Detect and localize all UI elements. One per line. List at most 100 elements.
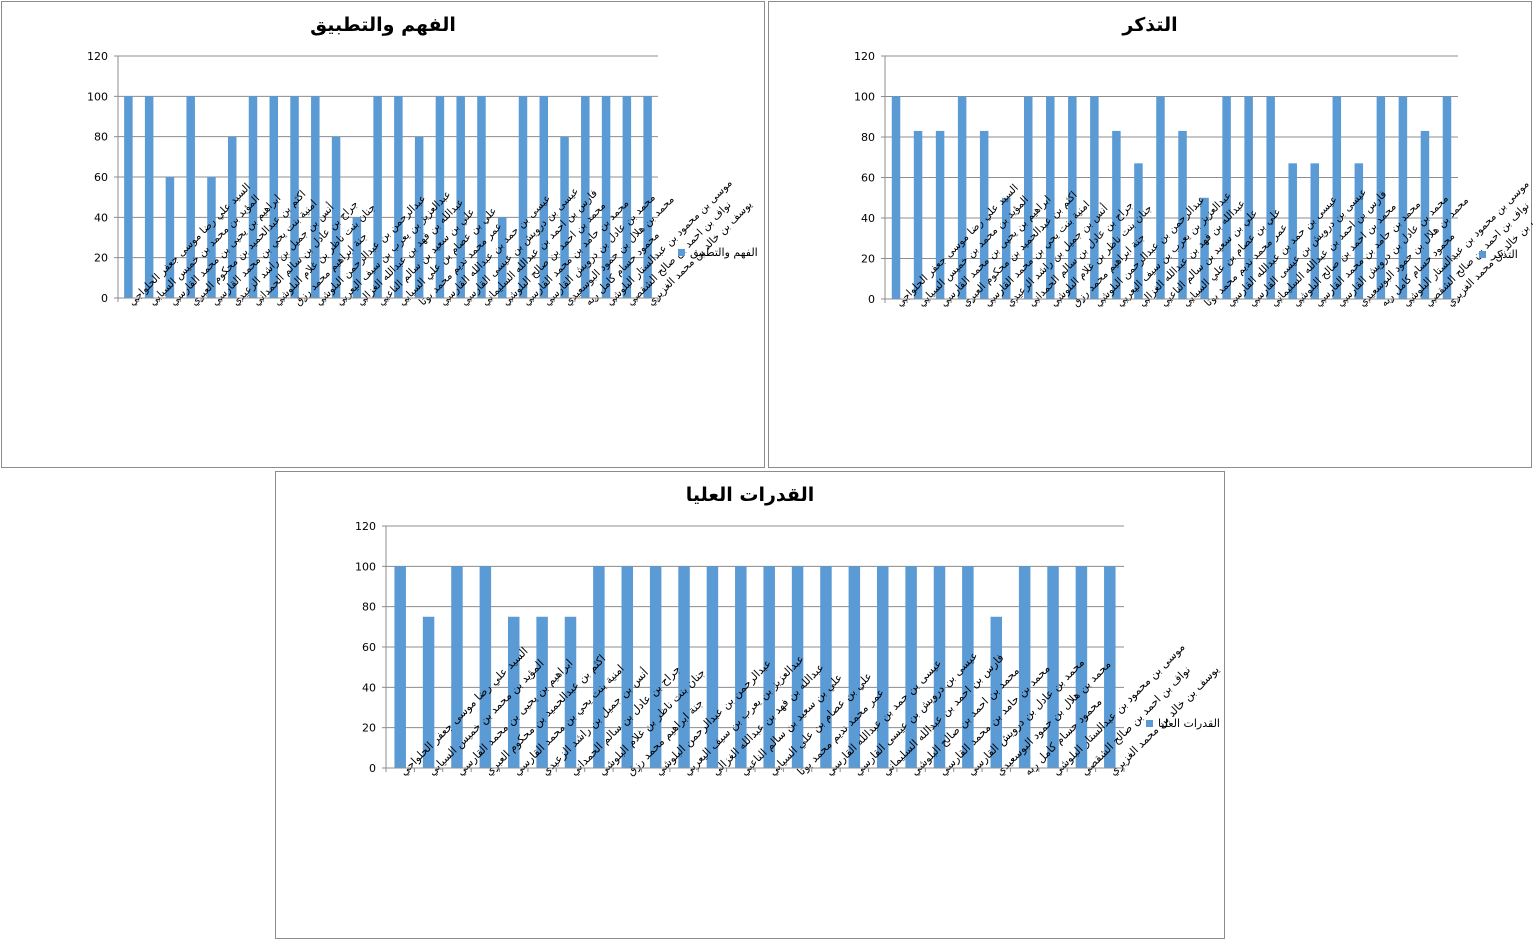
y-tick-label: 120 <box>87 50 108 63</box>
chart-panel-recall: التذكر 0 20 40 60 80 100 120 السيد علي رضا موسى… <box>768 1 1533 468</box>
legend: التذكر <box>1479 248 1518 261</box>
bar <box>1018 566 1031 768</box>
y-tick-label: 40 <box>362 681 376 694</box>
bar <box>891 96 901 299</box>
bar <box>124 96 133 298</box>
bar <box>1068 96 1077 299</box>
bar <box>536 616 548 768</box>
bar <box>497 217 507 298</box>
bar <box>876 566 889 768</box>
y-tick-label: 100 <box>355 560 376 573</box>
bar <box>1178 130 1187 299</box>
legend-label: الفهم والتطبيق <box>690 246 758 259</box>
bar <box>1001 197 1011 299</box>
bar <box>1046 96 1055 299</box>
bar <box>1112 130 1121 299</box>
bar <box>933 566 946 768</box>
bar <box>1376 96 1386 299</box>
bar <box>581 96 590 298</box>
bar <box>1024 96 1033 299</box>
legend-swatch <box>1146 720 1153 727</box>
y-tick-label: 80 <box>94 131 108 144</box>
y-tick-label: 100 <box>854 91 875 104</box>
y-tick-label: 100 <box>87 90 108 103</box>
bar <box>735 566 747 768</box>
chart-title: القدرات العليا <box>685 484 815 506</box>
bar <box>422 616 435 768</box>
bar <box>1134 163 1143 299</box>
bar <box>456 96 465 298</box>
y-tick-label: 120 <box>854 50 875 63</box>
bar <box>394 566 406 768</box>
bar <box>539 96 549 298</box>
bar <box>1047 566 1059 768</box>
bar <box>979 130 989 299</box>
bar <box>269 96 279 298</box>
bar <box>186 96 195 298</box>
bar <box>1354 163 1364 299</box>
bar <box>144 96 154 298</box>
bar <box>905 566 917 768</box>
y-tick-label: 60 <box>861 172 875 185</box>
bar <box>1104 566 1116 768</box>
bar <box>593 566 605 768</box>
bar <box>935 130 945 299</box>
bar <box>477 96 486 298</box>
bar <box>1244 96 1253 299</box>
bar <box>1090 96 1099 299</box>
bar <box>1222 96 1231 299</box>
chart-title: التذكر <box>1122 14 1178 36</box>
bar <box>820 566 832 768</box>
legend: القدرات العليا <box>1146 717 1220 730</box>
bar <box>207 177 216 298</box>
bar <box>990 616 1003 768</box>
y-tick-label: 120 <box>355 520 376 533</box>
y-tick-label: 0 <box>369 762 376 775</box>
bar <box>518 96 528 298</box>
chart-panel-comprehension: الفهم والتطبيق 0 20 40 60 80 100 120 السيد علي … <box>1 1 765 468</box>
bar <box>913 130 923 299</box>
legend-swatch <box>1479 251 1486 258</box>
bar <box>311 96 320 298</box>
bar <box>435 96 445 298</box>
bar <box>791 566 804 768</box>
y-tick-label: 20 <box>362 722 376 735</box>
bar <box>706 566 719 768</box>
bar <box>962 566 974 768</box>
y-tick-label: 20 <box>94 252 108 265</box>
bar <box>227 136 237 298</box>
bar <box>479 566 492 768</box>
y-tick-label: 80 <box>861 131 875 144</box>
bar <box>678 566 690 768</box>
y-tick-label: 60 <box>362 641 376 654</box>
bar <box>394 96 403 298</box>
bar <box>248 96 258 298</box>
y-tick-label: 40 <box>861 212 875 225</box>
bar <box>331 136 341 298</box>
bar <box>957 96 967 299</box>
y-tick-label: 60 <box>94 171 108 184</box>
bar <box>451 566 463 768</box>
bar <box>649 566 662 768</box>
bar <box>1266 96 1275 299</box>
bar <box>560 136 569 298</box>
bar <box>763 566 775 768</box>
bar <box>165 177 175 298</box>
bar <box>1310 163 1319 299</box>
bar <box>622 96 632 298</box>
bar <box>564 616 577 768</box>
y-tick-label: 80 <box>362 601 376 614</box>
bar <box>507 616 520 768</box>
bar <box>1200 197 1209 299</box>
bar <box>1156 96 1165 299</box>
bar <box>1288 163 1297 299</box>
bar <box>1075 566 1088 768</box>
bar <box>848 566 861 768</box>
legend: الفهم والتطبيق <box>678 246 758 259</box>
bar <box>1332 96 1342 299</box>
y-tick-label: 0 <box>868 293 875 306</box>
chart-title: الفهم والتطبيق <box>310 14 456 36</box>
